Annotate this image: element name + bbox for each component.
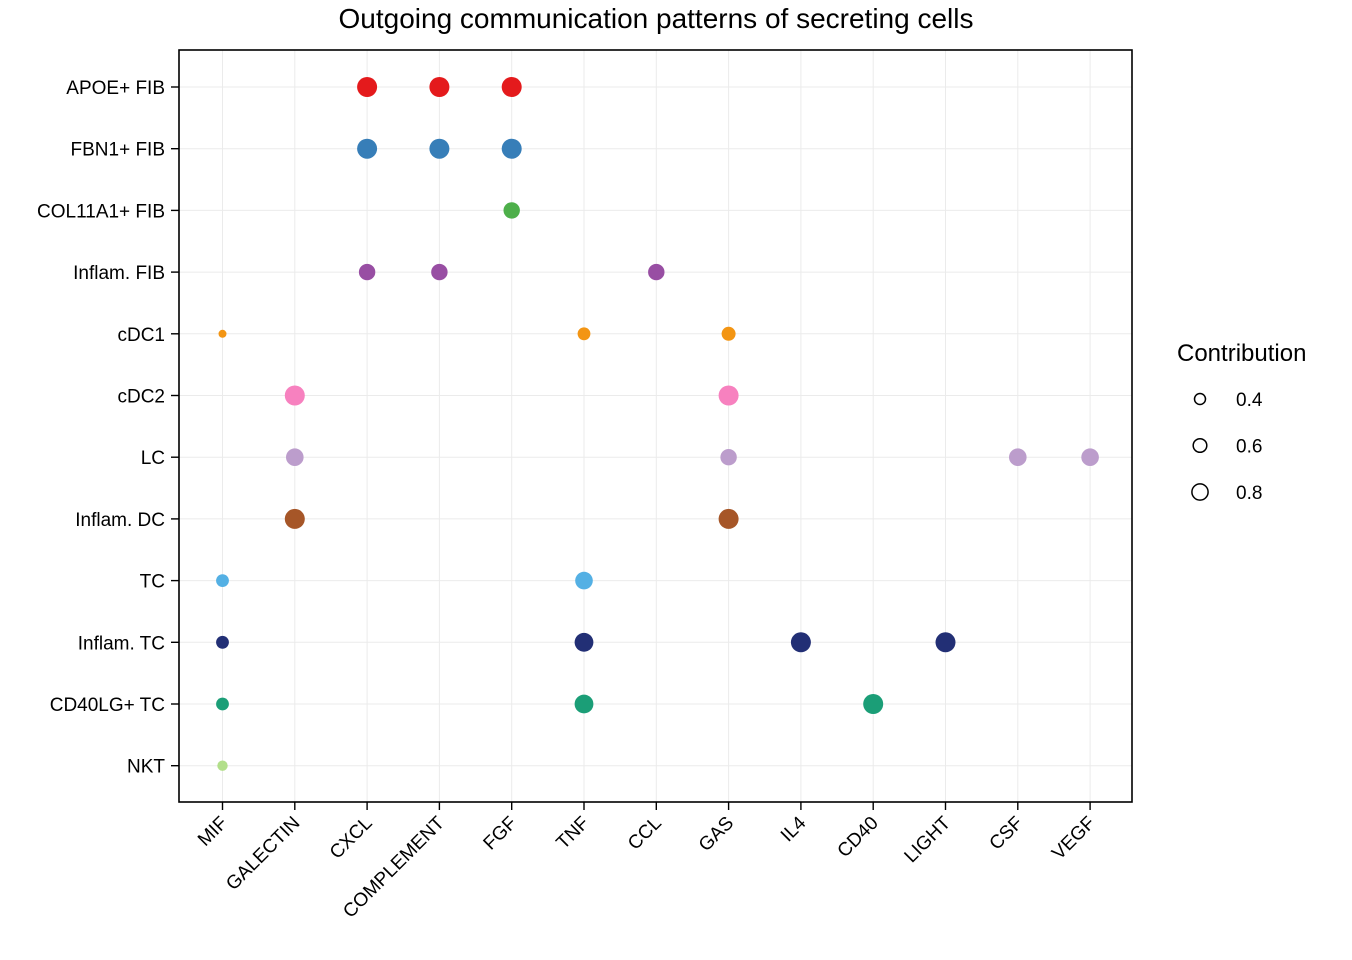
legend: Contribution 0.4 0.6 0.8 [1177,340,1306,504]
data-point [577,327,591,341]
data-point [431,263,448,281]
data-point [429,138,450,159]
y-tick-label: FBN1+ FIB [71,140,166,161]
data-point [648,263,665,281]
data-point [718,385,739,406]
data-point [218,329,227,338]
y-tick-label: Inflam. TC [78,633,165,654]
data-point [574,632,594,652]
chart-title: Outgoing communication patterns of secre… [339,3,974,34]
data-point [216,635,229,649]
y-tick-label: APOE+ FIB [66,78,165,99]
plot-panel-border [178,49,1133,803]
x-tick-label: CCL [624,813,666,855]
data-point [720,449,737,466]
y-tick-label: CD40LG+ TC [50,695,165,716]
legend-size-label: 0.4 [1236,390,1263,411]
y-axis: APOE+ FIB FBN1+ FIB COL11A1+ FIB Inflam. FI… [37,78,179,778]
legend-size-key [1193,392,1207,406]
data-point [358,263,376,281]
data-point [1009,448,1027,467]
x-tick-label: IL4 [777,812,811,846]
data-point [790,632,811,653]
y-tick-label: Inflam. DC [75,510,165,531]
x-tick-label: CXCL [326,813,377,864]
x-tick-label: MIF [194,813,232,851]
data-point [217,760,228,771]
legend-title: Contribution [1177,340,1306,367]
x-tick-label: CD40 [834,813,883,862]
data-point [503,202,520,219]
data-point [718,508,739,529]
legend-size-key [1191,483,1209,501]
y-tick-label: Inflam. FIB [73,263,165,284]
data-point [721,326,736,341]
data-point [216,574,229,587]
x-tick-label: LIGHT [901,812,956,867]
data-point [284,508,305,529]
x-tick-label: VEGF [1048,813,1099,864]
data-point [284,385,305,406]
x-tick-label: CSF [986,813,1028,855]
x-tick-label: GALECTIN [222,813,304,895]
data-point [575,571,593,590]
y-tick-label: LC [141,448,165,469]
data-point [863,694,884,714]
x-tick-label: GAS [695,813,738,856]
y-tick-label: cDC1 [117,325,165,346]
legend-size-key [1192,437,1208,454]
y-tick-label: cDC2 [117,387,165,408]
grid [179,50,1132,802]
y-tick-label: COL11A1+ FIB [37,201,165,222]
data-point [429,77,450,97]
data-point [216,697,229,711]
data-point [357,77,378,97]
y-tick-label: TC [140,572,165,593]
data-point [286,448,304,467]
x-tick-label: FGF [480,813,522,855]
data-points [216,77,1099,771]
legend-size-label: 0.8 [1236,483,1262,504]
data-point [935,632,956,653]
legend-size-label: 0.6 [1236,437,1262,458]
data-point [1081,448,1099,467]
y-tick-label: NKT [127,757,165,778]
data-point [357,138,378,159]
data-point [501,138,522,159]
data-point [501,77,522,97]
x-tick-label: TNF [553,813,594,854]
data-point [574,694,594,714]
